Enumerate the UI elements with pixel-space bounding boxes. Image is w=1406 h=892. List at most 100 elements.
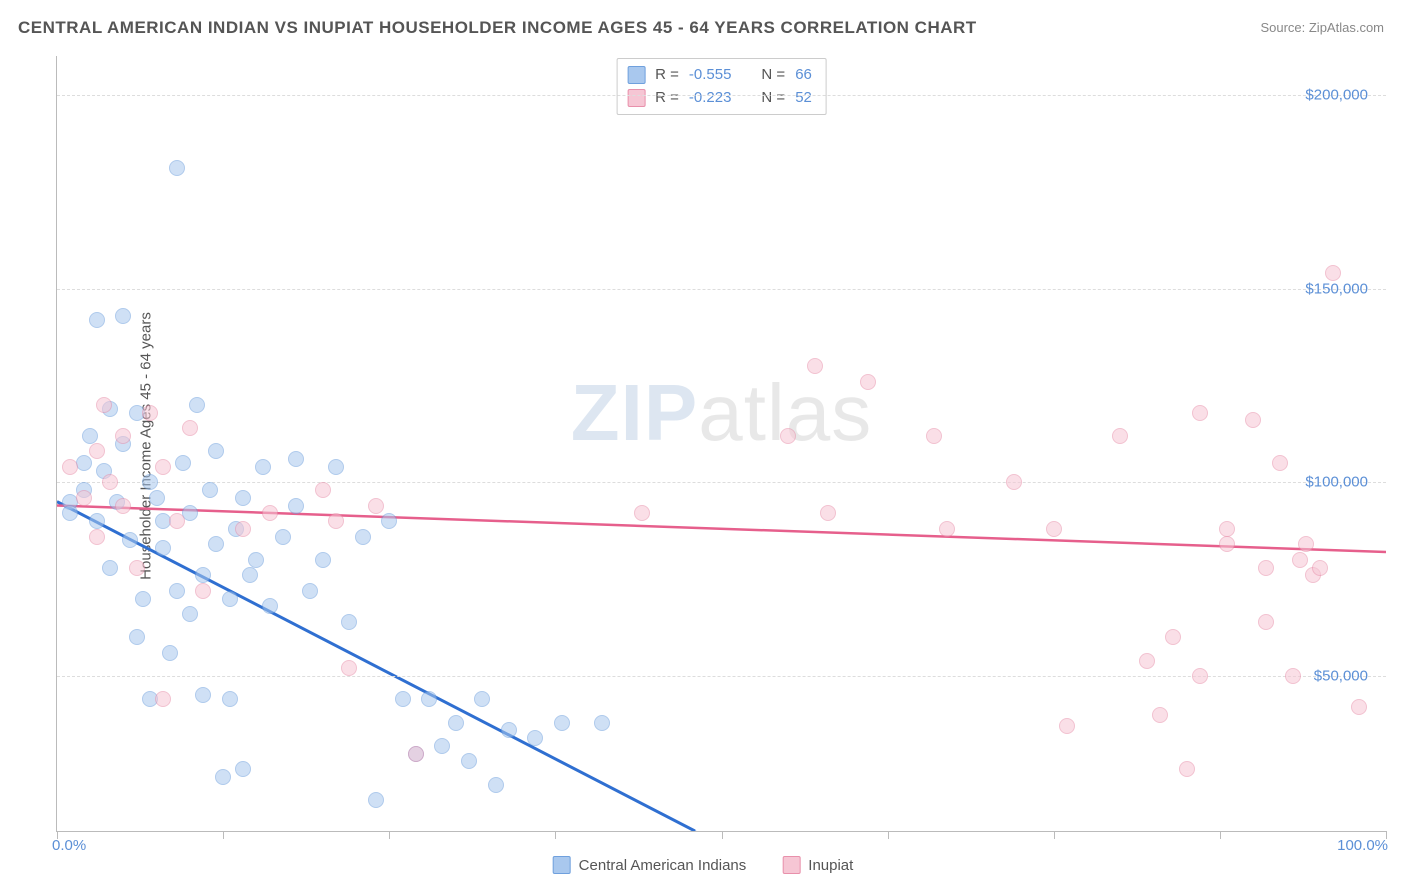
data-point [1219,521,1235,537]
data-point [634,505,650,521]
data-point [1258,614,1274,630]
legend-n-label: N = [761,86,785,109]
data-point [780,428,796,444]
data-point [275,529,291,545]
data-point [1351,699,1367,715]
data-point [341,660,357,676]
data-point [208,536,224,552]
data-point [288,498,304,514]
data-point [89,529,105,545]
data-point [328,513,344,529]
data-point [1179,761,1195,777]
data-point [1152,707,1168,723]
x-axis-tick [555,831,556,839]
data-point [1292,552,1308,568]
x-axis-tick [722,831,723,839]
data-point [1325,265,1341,281]
data-point [421,691,437,707]
data-point [162,645,178,661]
legend-series-label: Central American Indians [579,857,747,874]
x-axis-max-label: 100.0% [1337,837,1388,854]
data-point [129,560,145,576]
data-point [926,428,942,444]
data-point [76,490,92,506]
x-axis-tick [1220,831,1221,839]
data-point [122,532,138,548]
source-label: Source: ZipAtlas.com [1260,20,1384,35]
data-point [807,358,823,374]
data-point [115,498,131,514]
data-point [235,521,251,537]
y-axis-tick-label: $50,000 [1314,668,1368,685]
data-point [408,746,424,762]
data-point [242,567,258,583]
data-point [1245,412,1261,428]
watermark-part1: ZIP [571,368,698,457]
chart-title: CENTRAL AMERICAN INDIAN VS INUPIAT HOUSE… [18,18,977,38]
data-point [1298,536,1314,552]
data-point [315,482,331,498]
plot-area: ZIPatlas R =-0.555N =66R =-0.223N =52 $5… [56,56,1386,832]
data-point [175,455,191,471]
legend-series-label: Inupiat [808,857,853,874]
data-point [129,629,145,645]
data-point [1272,455,1288,471]
data-point [1192,405,1208,421]
data-point [149,490,165,506]
data-point [395,691,411,707]
gridline [57,482,1386,483]
data-point [89,513,105,529]
data-point [182,420,198,436]
data-point [62,459,78,475]
x-axis-tick [223,831,224,839]
data-point [1139,653,1155,669]
data-point [235,490,251,506]
data-point [368,498,384,514]
data-point [262,505,278,521]
data-point [202,482,218,498]
data-point [1006,474,1022,490]
gridline [57,676,1386,677]
data-point [255,459,271,475]
data-point [554,715,570,731]
data-point [182,606,198,622]
data-point [189,397,205,413]
data-point [96,397,112,413]
data-point [89,312,105,328]
data-point [328,459,344,475]
data-point [461,753,477,769]
data-point [195,687,211,703]
legend-item: Central American Indians [553,856,747,874]
y-axis-tick-label: $200,000 [1305,86,1368,103]
legend-r-label: R = [655,86,679,109]
data-point [288,451,304,467]
data-point [169,583,185,599]
data-point [860,374,876,390]
x-axis-tick [888,831,889,839]
legend-r-value: -0.223 [689,86,732,109]
data-point [474,691,490,707]
correlation-legend: R =-0.555N =66R =-0.223N =52 [616,58,827,115]
data-point [115,308,131,324]
legend-row: R =-0.223N =52 [627,86,812,109]
data-point [302,583,318,599]
data-point [448,715,464,731]
legend-swatch [627,89,645,107]
data-point [155,459,171,475]
trend-line [57,506,1386,553]
legend-n-value: 66 [795,63,812,86]
data-point [222,691,238,707]
legend-r-label: R = [655,63,679,86]
series-legend: Central American Indians Inupiat [553,856,854,874]
data-point [1285,668,1301,684]
data-point [368,792,384,808]
data-point [488,777,504,793]
legend-swatch [553,856,571,874]
data-point [169,160,185,176]
data-point [248,552,264,568]
data-point [341,614,357,630]
data-point [1112,428,1128,444]
data-point [195,583,211,599]
data-point [142,474,158,490]
legend-item: Inupiat [782,856,853,874]
